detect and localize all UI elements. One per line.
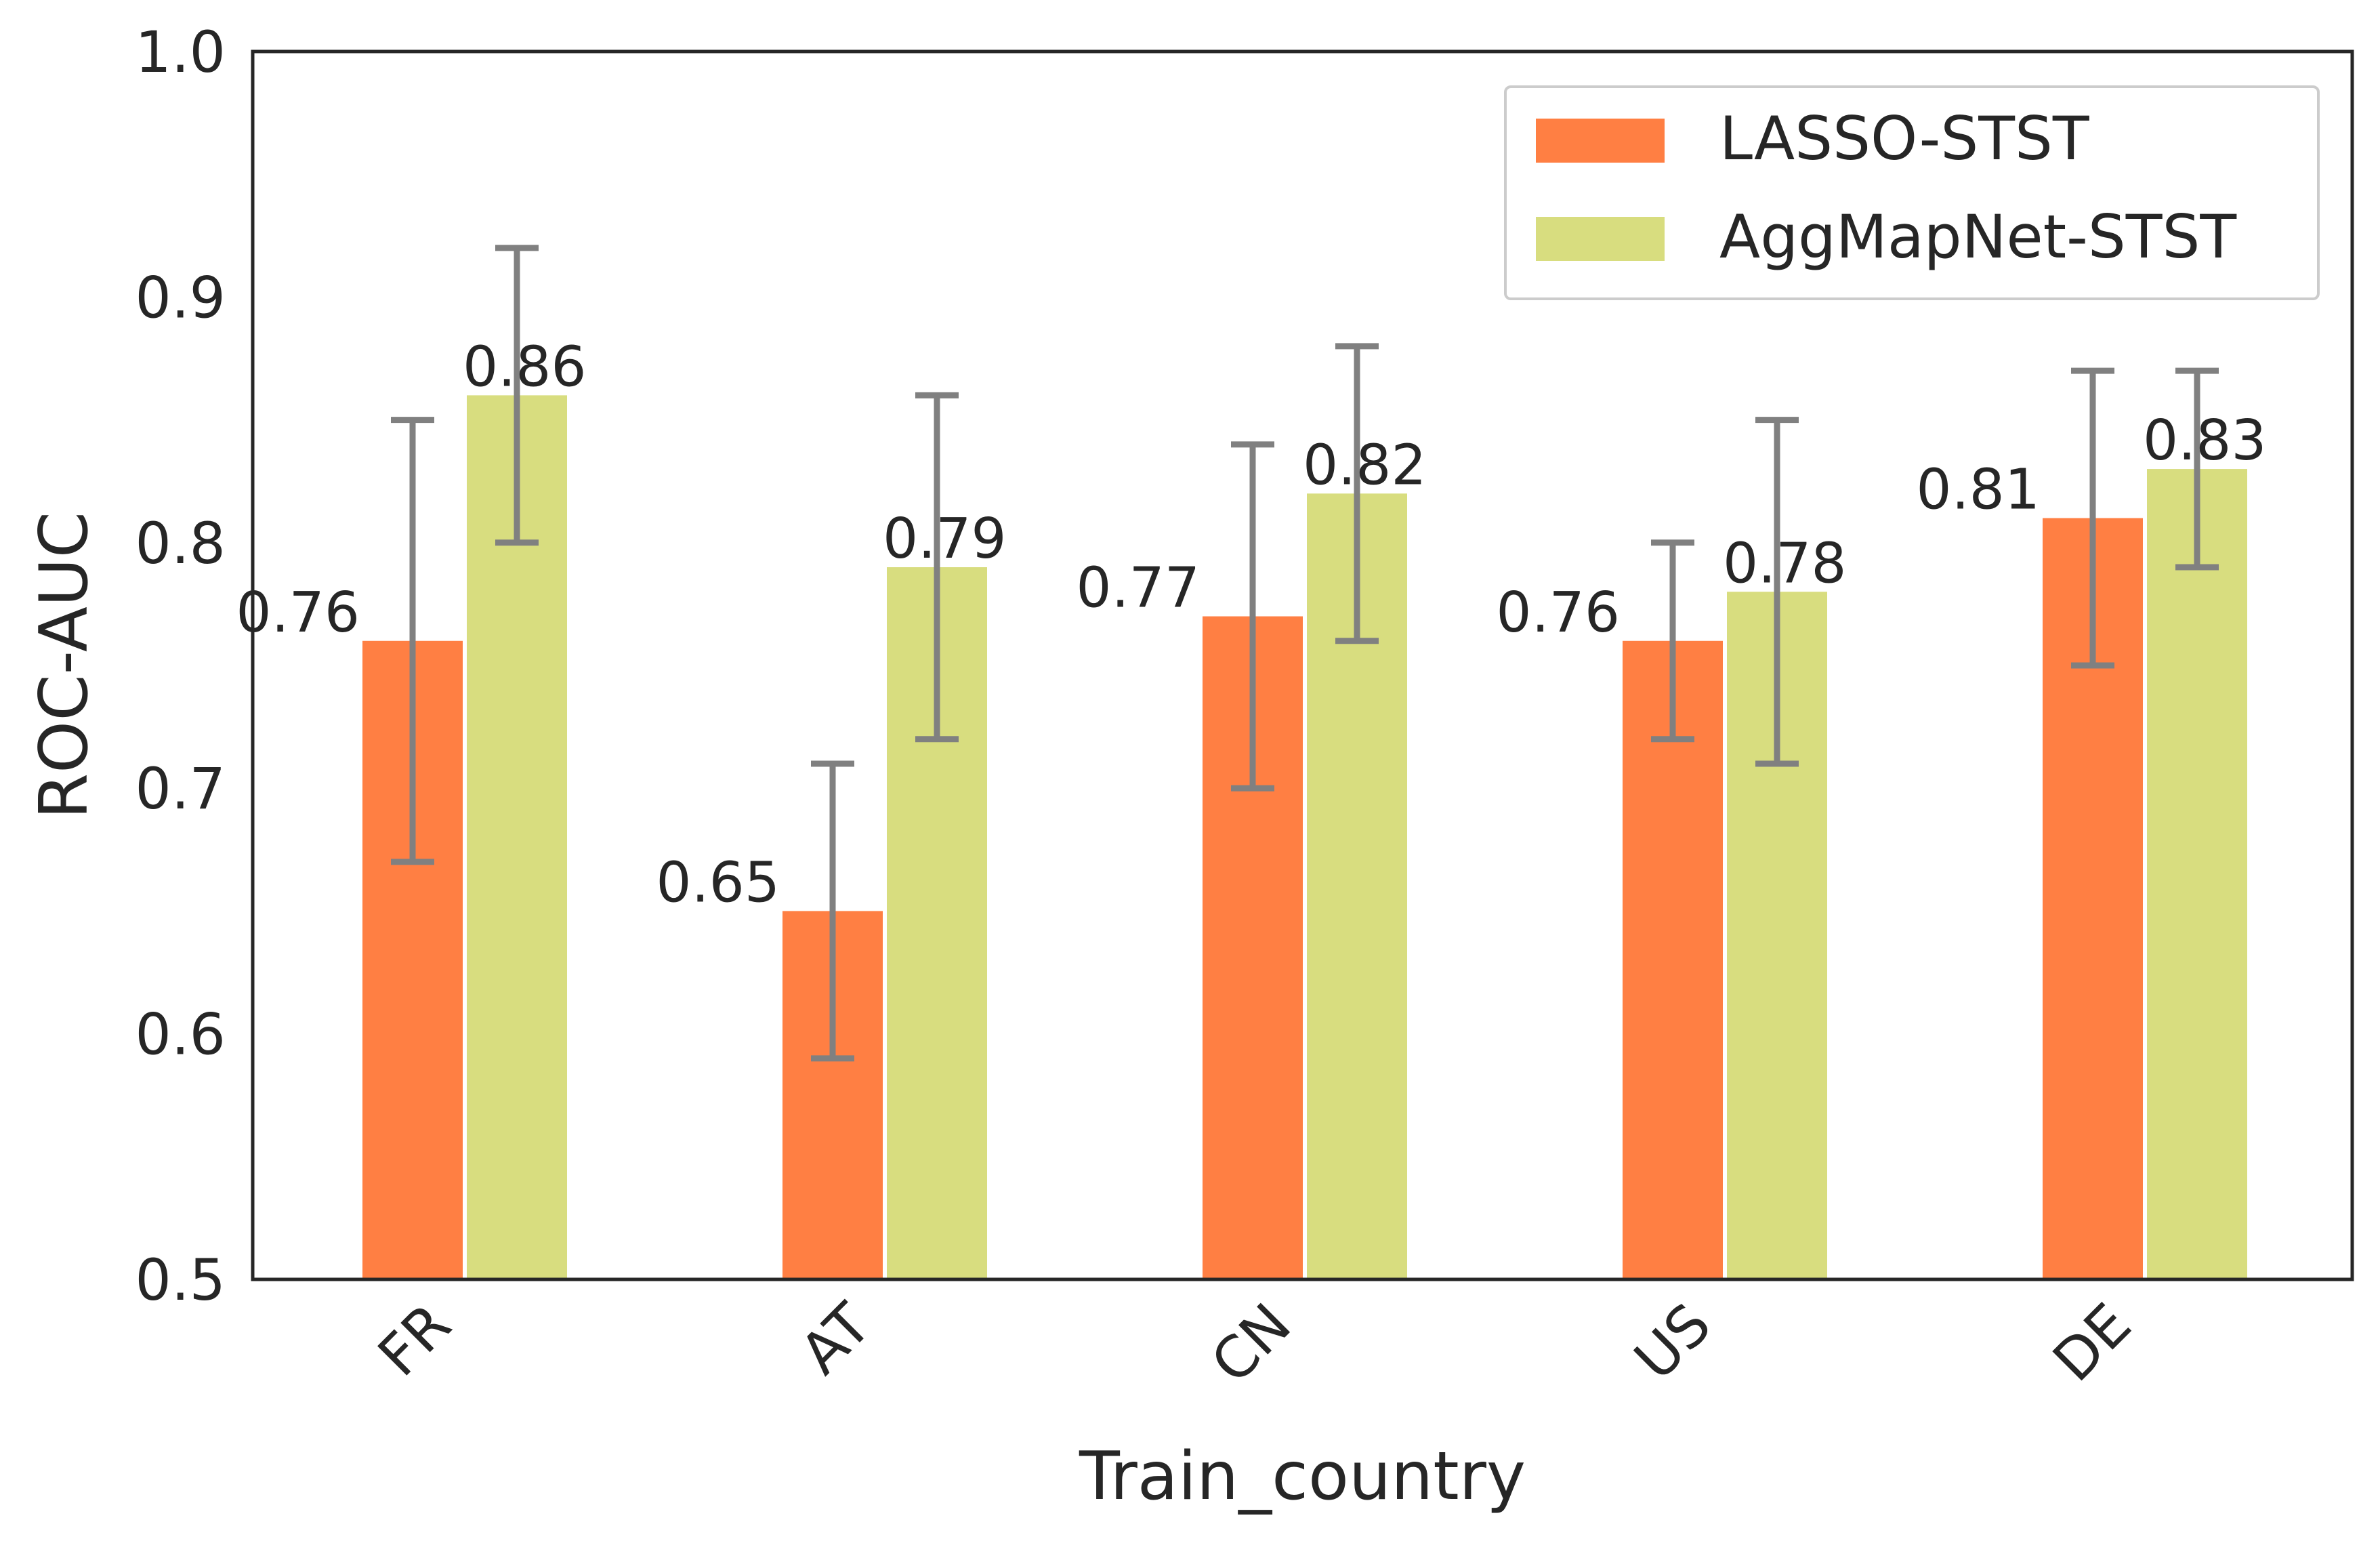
bar-aggmapnet-stst-de — [2147, 469, 2247, 1279]
x-tick-label-fr: FR — [365, 1291, 463, 1389]
y-tick-label: 0.7 — [135, 756, 226, 822]
x-tick-label-at: AT — [788, 1290, 884, 1386]
y-tick-label: 1.0 — [135, 19, 226, 85]
y-tick-label: 0.8 — [135, 510, 226, 577]
legend-swatch — [1536, 119, 1665, 163]
y-axis-title: ROC-AUC — [26, 512, 103, 819]
plot-area-frame — [251, 49, 2354, 1281]
error-bars — [391, 245, 2219, 1062]
data-label: 0.76 — [1496, 581, 1620, 645]
x-tick-label-us: US — [1622, 1291, 1724, 1393]
legend-label: AggMapNet-STST — [1719, 202, 2237, 272]
x-tick-label-cn: CN — [1198, 1291, 1303, 1396]
data-label: 0.82 — [1303, 433, 1427, 497]
x-axis-title: Train_country — [1079, 1438, 1526, 1515]
bar-lasso-stst-us — [1623, 640, 1723, 1279]
data-labels: 0.76 0.86 0.65 0.79 0.77 0.82 0.76 0.78 0.81 0.83 — [236, 335, 2266, 915]
data-label: 0.79 — [883, 507, 1007, 571]
data-label: 0.78 — [1723, 531, 1847, 596]
legend: LASSO-STST AggMapNet-STST — [1504, 85, 2320, 300]
data-label: 0.81 — [1916, 458, 2040, 522]
data-label: 0.86 — [463, 335, 587, 399]
bars — [362, 395, 2247, 1279]
data-label: 0.77 — [1076, 556, 1200, 621]
y-tick-label: 0.9 — [135, 264, 226, 331]
legend-frame — [1504, 85, 2320, 300]
x-tick-label-de: DE — [2041, 1291, 2144, 1395]
legend-swatch — [1536, 217, 1665, 261]
data-label: 0.65 — [656, 850, 780, 915]
legend-label: LASSO-STST — [1719, 104, 2090, 173]
x-axis-ticks: FR AT CN US DE — [365, 1290, 2144, 1396]
y-tick-label: 0.5 — [135, 1247, 226, 1313]
data-label: 0.76 — [236, 581, 360, 645]
y-axis-ticks: 0.5 0.6 0.7 0.8 0.9 1.0 — [135, 19, 226, 1313]
y-tick-label: 0.6 — [135, 1002, 226, 1068]
data-label: 0.83 — [2143, 409, 2267, 473]
